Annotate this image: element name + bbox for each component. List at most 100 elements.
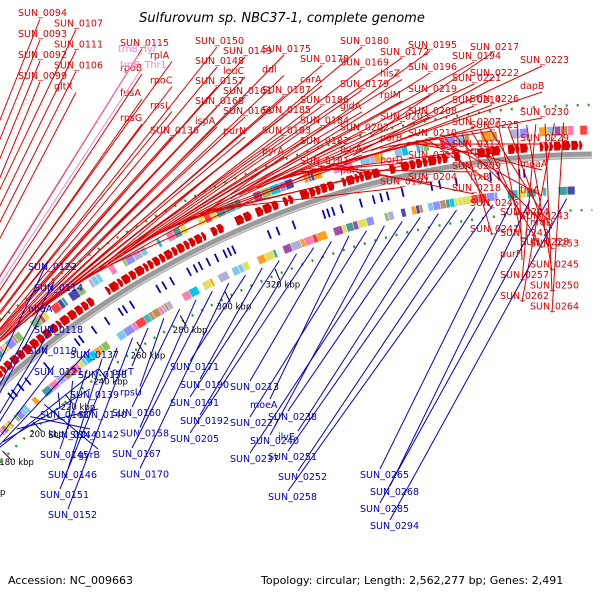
rev-band-segment-72: [387, 211, 395, 221]
fwd-leader-53: [222, 61, 475, 203]
rev-band-segment-45: [160, 304, 168, 313]
fwd-band-segment-30: [29, 316, 44, 330]
rev-band-segment-81: [449, 198, 455, 208]
fwd-gene-arrow-27: [3, 360, 13, 371]
rev-band-segment-32: [83, 353, 94, 364]
rev-band-segment-79: [439, 199, 447, 209]
rev-band-segment-38: [122, 324, 136, 337]
rev-band-segment-39: [131, 322, 139, 331]
backbone-arc: [0, 151, 592, 391]
fwd-label-8: SUN_0115: [120, 38, 169, 49]
rev-label-16: SUN_0151: [40, 490, 89, 501]
fwd-label-86: purF: [500, 249, 521, 260]
fwd-label-60: SUN_0210: [408, 128, 457, 139]
rev-band-segment-64: [316, 230, 328, 242]
fwd-label-74: rpmE: [470, 146, 495, 157]
fwd-gene-arrow-26: [0, 365, 8, 374]
rev-leader-27: [199, 253, 297, 416]
tick-label-5: 220 kbp: [61, 403, 96, 413]
fwd-label-36: pyrA: [262, 146, 285, 157]
rev-label-40: SUN_0268: [370, 487, 419, 498]
tick-mark-10: [274, 268, 281, 281]
rev-band-segment-19: [13, 414, 21, 422]
fwd-gene-arrow-68: [308, 187, 316, 198]
fwd-leader-43: [139, 100, 403, 245]
fwd-band-segment-79: [464, 134, 470, 145]
rev-leader-24: [189, 275, 246, 362]
fwd-label-25: purN: [223, 126, 246, 137]
rev-gene-arrow-36: [339, 204, 344, 214]
fwd-gene-arrow-90: [507, 144, 516, 155]
fwd-band-segment-32: [41, 310, 51, 321]
rev-label-33: SUN_0237: [230, 454, 279, 465]
fwd-label-4: SUN_0092: [18, 50, 67, 61]
rev-gene-arrow-15: [103, 316, 111, 326]
fwd-label-80: SUN_0241: [470, 224, 519, 235]
fwd-label-84: SUN_0242: [500, 228, 549, 239]
fwd-leader-6: [0, 81, 41, 179]
fwd-leader-5: [0, 71, 77, 224]
fwd-label-30: SUN_0187: [262, 85, 311, 96]
rev-leader-15: [67, 358, 103, 470]
fwd-band-segment-35: [61, 297, 69, 307]
rev-label-29: SUN_0213: [230, 382, 279, 393]
fwd-label-50: porC: [340, 166, 363, 177]
fwd-gene-arrow-52: [170, 246, 178, 257]
rev-band-segment-29: [74, 362, 82, 371]
fwd-gene-arrow-46: [133, 265, 145, 277]
rev-label-10: SUN_0142: [70, 430, 119, 441]
rev-band-segment-90: [517, 189, 527, 198]
fwd-leader-2: [0, 39, 41, 141]
fwd-leader-46: [163, 132, 363, 232]
fwd-label-55: SUN_0221: [452, 73, 501, 84]
trna-label-1: trnB_Thr1: [120, 60, 167, 71]
fwd-band-segment-37: [75, 284, 87, 296]
rev-gene-arrow-7: [7, 392, 15, 401]
fwd-gene-arrow-34: [48, 323, 59, 334]
fwd-leader-30: [38, 95, 285, 312]
rev-leader-38: [287, 204, 494, 492]
rev-band-segment-43: [151, 307, 162, 319]
fwd-band-segment-68: [369, 153, 375, 164]
rev-band-segment-74: [410, 206, 417, 215]
trna-leader-1: [0, 70, 141, 286]
rev-leader-13: [67, 380, 74, 430]
rev-label-11: gyrB: [78, 450, 100, 461]
rev-band-segment-34: [93, 346, 103, 357]
fwd-label-77: trxA: [520, 185, 540, 196]
rev-band-segment-40: [135, 316, 148, 329]
fwd-label-66: SUN_0217: [470, 42, 519, 53]
rev-label-27: SUN_0192: [180, 416, 229, 427]
fwd-band-segment-38: [88, 278, 96, 288]
rev-band-segment-49: [188, 286, 201, 298]
rev-band-segment-41: [143, 313, 153, 324]
rev-leader-4: [0, 344, 49, 423]
rev-band-segment-57: [264, 250, 276, 262]
fwd-label-37: SUN_0181: [300, 156, 349, 167]
fwd-band-segment-48: [172, 227, 183, 239]
fwd-label-21: SUN_0161: [223, 86, 272, 97]
fwd-gene-arrow-40: [85, 297, 95, 308]
fwd-label-1: SUN_0107: [54, 19, 103, 30]
rev-gene-arrow-38: [371, 195, 376, 205]
fwd-leader-90: [521, 123, 555, 303]
rev-gene-arrow-42: [429, 181, 434, 191]
fwd-leader-61: [291, 149, 475, 176]
rev-gene-arrow-35: [331, 206, 336, 216]
fwd-leader-70: [370, 104, 493, 152]
fwd-gene-arrow-66: [287, 194, 294, 205]
fwd-leader-64: [317, 165, 431, 184]
fwd-label-9: rplA: [150, 51, 170, 62]
fwd-label-61: SUN_0212: [452, 139, 501, 150]
rev-band-segment-23: [31, 396, 41, 406]
fwd-label-75: moaA: [520, 159, 548, 170]
fwd-gene-arrow-58: [209, 226, 218, 237]
rev-label-5: SUN_0121: [34, 367, 83, 378]
fwd-leader-18: [0, 66, 218, 330]
rev-leader-26: [189, 260, 280, 398]
fwd-band-segment-70: [379, 151, 384, 161]
rev-leader-5: [0, 365, 55, 438]
fwd-label-67: SUN_0223: [520, 55, 569, 66]
fwd-gene-arrow-55: [187, 237, 196, 248]
rev-band-segment-58: [272, 249, 278, 258]
